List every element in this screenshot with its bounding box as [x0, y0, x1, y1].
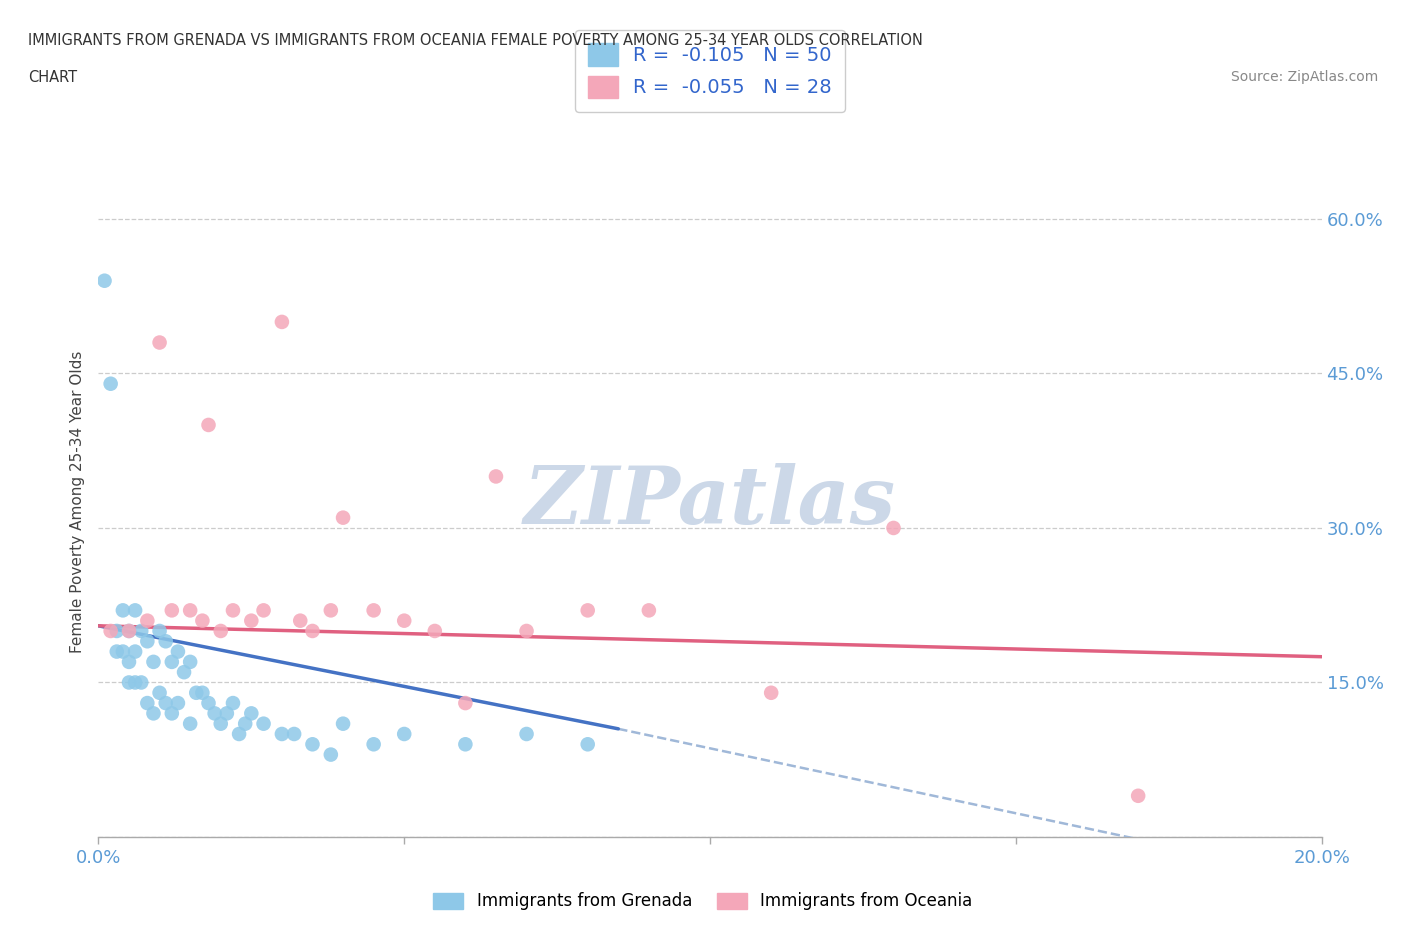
Point: [111, 603, 134, 618]
Point: [233, 716, 256, 731]
Point: [136, 613, 159, 628]
Point: [149, 685, 172, 700]
Legend: Immigrants from Grenada, Immigrants from Oceania: Immigrants from Grenada, Immigrants from…: [426, 885, 980, 917]
Point: [332, 716, 354, 731]
Point: [392, 613, 416, 628]
Point: [118, 675, 141, 690]
Point: [516, 726, 538, 741]
Point: [124, 644, 146, 659]
Point: [105, 623, 128, 638]
Point: [423, 623, 446, 638]
Point: [215, 706, 238, 721]
Legend: R =  -0.105   N = 50, R =  -0.055   N = 28: R = -0.105 N = 50, R = -0.055 N = 28: [575, 30, 845, 112]
Point: [222, 603, 245, 618]
Point: [576, 603, 599, 618]
Point: [155, 696, 177, 711]
Point: [252, 603, 274, 618]
Point: [363, 603, 385, 618]
Point: [228, 726, 250, 741]
Point: [270, 314, 292, 329]
Point: [179, 655, 201, 670]
Point: [222, 696, 245, 711]
Point: [252, 716, 274, 731]
Point: [392, 726, 416, 741]
Point: [191, 685, 214, 700]
Point: [105, 644, 128, 659]
Point: [209, 716, 232, 731]
Text: IMMIGRANTS FROM GRENADA VS IMMIGRANTS FROM OCEANIA FEMALE POVERTY AMONG 25-34 YE: IMMIGRANTS FROM GRENADA VS IMMIGRANTS FR…: [28, 33, 922, 47]
Y-axis label: Female Poverty Among 25-34 Year Olds: Female Poverty Among 25-34 Year Olds: [70, 351, 86, 654]
Point: [485, 469, 508, 484]
Point: [142, 706, 165, 721]
Point: [454, 737, 477, 751]
Point: [319, 603, 342, 618]
Text: ZIPatlas: ZIPatlas: [524, 463, 896, 541]
Point: [118, 623, 141, 638]
Point: [332, 511, 354, 525]
Point: [136, 696, 159, 711]
Point: [149, 623, 172, 638]
Point: [637, 603, 661, 618]
Point: [142, 655, 165, 670]
Point: [576, 737, 599, 751]
Point: [129, 623, 152, 638]
Point: [204, 706, 226, 721]
Point: [240, 613, 263, 628]
Point: [240, 706, 263, 721]
Point: [179, 716, 201, 731]
Point: [363, 737, 385, 751]
Point: [270, 726, 292, 741]
Point: [516, 623, 538, 638]
Point: [283, 726, 305, 741]
Point: [100, 623, 122, 638]
Point: [129, 675, 152, 690]
Text: CHART: CHART: [28, 70, 77, 85]
Point: [173, 665, 195, 680]
Point: [118, 655, 141, 670]
Point: [209, 623, 232, 638]
Point: [149, 335, 172, 350]
Text: Source: ZipAtlas.com: Source: ZipAtlas.com: [1230, 70, 1378, 84]
Point: [155, 634, 177, 649]
Point: [301, 737, 323, 751]
Point: [167, 696, 190, 711]
Point: [454, 696, 477, 711]
Point: [136, 634, 159, 649]
Point: [100, 377, 122, 392]
Point: [759, 685, 782, 700]
Point: [160, 655, 183, 670]
Point: [197, 418, 219, 432]
Point: [191, 613, 214, 628]
Point: [301, 623, 323, 638]
Point: [118, 623, 141, 638]
Point: [290, 613, 312, 628]
Point: [319, 747, 342, 762]
Point: [124, 603, 146, 618]
Point: [124, 675, 146, 690]
Point: [179, 603, 201, 618]
Point: [883, 521, 905, 536]
Point: [186, 685, 208, 700]
Point: [1128, 789, 1150, 804]
Point: [197, 696, 219, 711]
Point: [167, 644, 190, 659]
Point: [160, 706, 183, 721]
Point: [111, 644, 134, 659]
Point: [93, 273, 115, 288]
Point: [160, 603, 183, 618]
